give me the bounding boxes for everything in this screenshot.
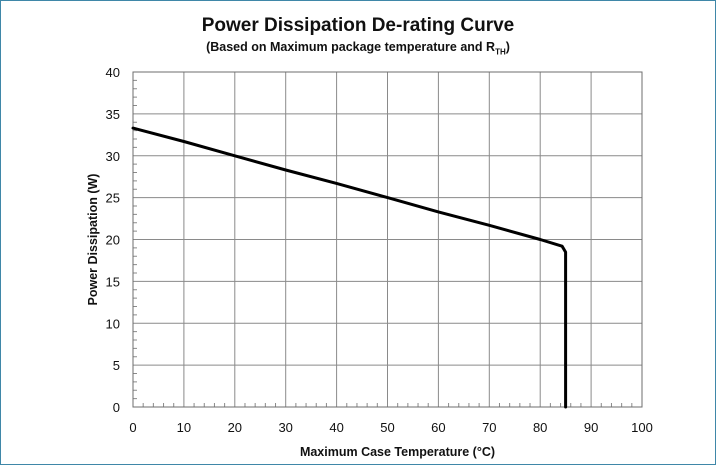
plot-border (132, 71, 643, 408)
chart-subtitle: (Based on Maximum package temperature an… (1, 40, 715, 57)
chart-subtitle-subscript: TH (495, 47, 506, 57)
chart-subtitle-main: (Based on Maximum package temperature an… (206, 40, 496, 54)
series-layer (131, 126, 568, 409)
y-tick-label: 30 (106, 149, 120, 164)
chart-title: Power Dissipation De-rating Curve (201, 15, 515, 36)
y-tick-label: 25 (106, 191, 120, 206)
y-tick-label: 0 (113, 400, 120, 415)
derating-curve-line (131, 126, 568, 409)
x-tick-label: 10 (177, 420, 191, 435)
x-tick-label: 0 (129, 420, 136, 435)
y-tick-label: 5 (113, 358, 120, 373)
x-tick-label: 90 (584, 420, 598, 435)
x-tick-label: 100 (631, 420, 653, 435)
y-tick-label: 40 (106, 65, 120, 80)
y-tick-label: 15 (106, 274, 120, 289)
x-tick-label: 20 (228, 420, 242, 435)
chart-subtitle-end: ) (505, 40, 510, 54)
x-tick-label: 70 (482, 420, 496, 435)
x-axis-label: Maximum Case Temperature (°C) (300, 445, 495, 459)
y-tick-label: 10 (106, 316, 120, 331)
y-tick-label: 20 (106, 233, 120, 248)
x-tick-label: 50 (380, 420, 394, 435)
tick-layer: 0 10 20 30 40 50 60 70 80 90 100 0 5 10 15 20 25 30 35 40 (106, 65, 653, 435)
x-tick-label: 80 (533, 420, 547, 435)
y-axis-label: Power Dissipation (W) (86, 174, 100, 306)
x-tick-label: 60 (431, 420, 445, 435)
x-tick-label: 30 (278, 420, 292, 435)
x-tick-label: 40 (329, 420, 343, 435)
y-tick-label: 35 (106, 107, 120, 122)
